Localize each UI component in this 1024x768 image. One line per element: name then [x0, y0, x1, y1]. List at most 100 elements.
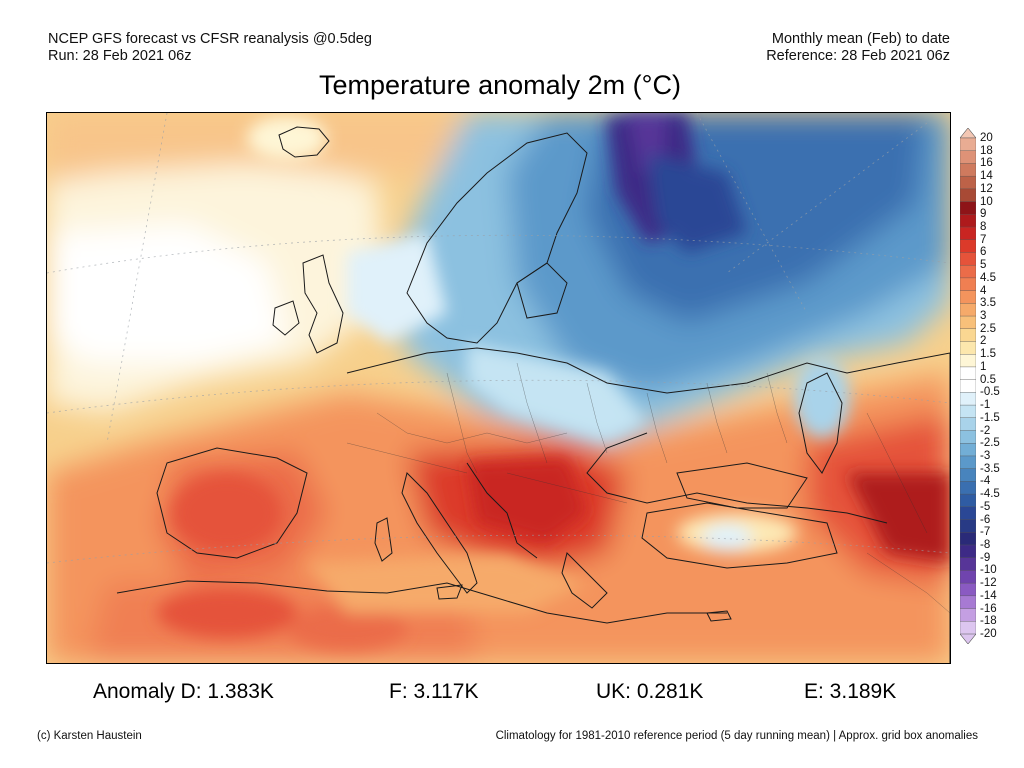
legend-arrow-bottom — [960, 633, 976, 644]
legend-label: -1 — [980, 399, 991, 412]
climatology-note: Climatology for 1981-2010 reference peri… — [495, 730, 978, 742]
legend-label: -10 — [980, 564, 997, 577]
legend-labels: 20 18 16 14 12 10 9 8 7 6 5 4.5 4 3.5 3 2.5 2 1.5 1 0.5 -0.5… — [980, 128, 1020, 644]
legend-label: 2.5 — [980, 322, 996, 335]
anomaly-field-detail — [157, 113, 950, 650]
legend-label: -1.5 — [980, 411, 1000, 424]
legend-label: 18 — [980, 144, 993, 157]
legend-swatch — [960, 532, 976, 546]
legend-label: 10 — [980, 195, 993, 208]
legend-label: -20 — [980, 628, 997, 640]
legend-swatch — [960, 455, 976, 470]
legend-label: 8 — [980, 221, 987, 234]
legend-label: 7 — [980, 233, 987, 246]
legend-label: -4 — [980, 475, 991, 488]
legend-label: 6 — [980, 246, 987, 259]
legend-label: -16 — [980, 602, 997, 615]
legend-label: 9 — [980, 208, 987, 221]
legend-label: -18 — [980, 615, 997, 628]
legend-label: -2 — [980, 424, 991, 437]
legend-swatch — [960, 582, 976, 597]
legend-swatch — [960, 175, 976, 190]
run-time: Run: 28 Feb 2021 06z — [48, 48, 192, 64]
legend-label: 2 — [980, 335, 987, 348]
anomaly-stats: Anomaly D: 1.383K F: 3.117K UK: 0.281K E… — [0, 680, 1024, 706]
legend-swatch — [960, 226, 976, 241]
legend-swatch — [960, 608, 976, 622]
legend-swatch — [960, 150, 976, 165]
copyright: (c) Karsten Haustein — [37, 730, 142, 742]
anomaly-map-svg — [47, 113, 950, 663]
legend-label: 5 — [980, 259, 987, 272]
legend-label: 12 — [980, 182, 993, 195]
legend-label: -8 — [980, 538, 991, 551]
legend-swatch — [960, 277, 976, 292]
legend-label: -0.5 — [980, 386, 1000, 399]
legend-swatch — [960, 264, 976, 279]
reference-time: Reference: 28 Feb 2021 06z — [766, 48, 950, 64]
legend-label: 0.5 — [980, 373, 996, 386]
legend-label: 20 — [980, 132, 993, 144]
legend-label: 4.5 — [980, 271, 996, 284]
legend-swatch — [960, 430, 976, 444]
header-right: Monthly mean (Feb) to date Reference: 28… — [766, 31, 950, 65]
legend-label: 3 — [980, 310, 987, 323]
legend-swatch — [960, 214, 976, 228]
header-left: NCEP GFS forecast vs CFSR reanalysis @0.… — [48, 31, 372, 65]
graticule — [47, 113, 950, 564]
legend-label: -3.5 — [980, 462, 1000, 475]
legend-label: 3.5 — [980, 297, 996, 310]
legend-label: 16 — [980, 157, 993, 170]
map-title: Temperature anomaly 2m (°C) — [319, 70, 681, 100]
legend-swatch — [960, 621, 976, 635]
legend-swatch — [960, 188, 976, 203]
legend-swatch — [960, 443, 976, 457]
legend-label: -12 — [980, 577, 997, 590]
legend-swatch — [960, 252, 976, 266]
legend-swatch — [960, 303, 976, 317]
legend-label: 1 — [980, 360, 987, 373]
stat-germany: Anomaly D: 1.383K — [93, 680, 274, 703]
coastlines — [116, 126, 950, 663]
legend-swatch — [960, 239, 976, 254]
legend-swatch — [960, 544, 976, 559]
legend-swatch — [960, 315, 976, 330]
anomaly-map — [46, 112, 951, 664]
legend-swatch — [960, 341, 976, 355]
legend-arrow-top — [960, 128, 976, 139]
legend-swatch — [960, 417, 976, 432]
legend-swatch — [960, 392, 976, 406]
legend-label: -2.5 — [980, 437, 1000, 450]
averaging-period: Monthly mean (Feb) to date — [771, 31, 950, 47]
legend-swatch — [960, 290, 976, 305]
stat-uk: UK: 0.281K — [596, 680, 704, 703]
legend-swatch — [960, 328, 976, 343]
legend-swatch — [960, 506, 976, 521]
legend-swatch — [960, 379, 976, 394]
legend-swatch — [960, 570, 976, 584]
model-description: NCEP GFS forecast vs CFSR reanalysis @0.… — [48, 31, 372, 47]
legend-label: -7 — [980, 526, 991, 539]
legend-label: -9 — [980, 551, 991, 564]
legend-swatch — [960, 519, 976, 533]
legend-swatch — [960, 163, 976, 177]
legend-label: 1.5 — [980, 348, 996, 361]
country-borders — [346, 362, 950, 614]
color-legend — [960, 128, 976, 644]
legend-swatch — [960, 468, 976, 483]
legend-label: 4 — [980, 284, 987, 297]
stat-spain: E: 3.189K — [804, 680, 897, 703]
stat-france: F: 3.117K — [389, 680, 479, 703]
legend-swatch — [960, 404, 976, 419]
legend-swatch — [960, 557, 976, 572]
legend-swatch — [960, 595, 976, 610]
legend-swatch — [960, 493, 976, 508]
legend-label: -3 — [980, 449, 991, 462]
legend-swatch — [960, 137, 976, 152]
legend-swatch — [960, 201, 976, 216]
legend-label: -4.5 — [980, 488, 1000, 501]
legend-label: -14 — [980, 589, 997, 602]
legend-swatch — [960, 354, 976, 368]
legend-swatch — [960, 481, 976, 495]
legend-label: -6 — [980, 513, 991, 526]
